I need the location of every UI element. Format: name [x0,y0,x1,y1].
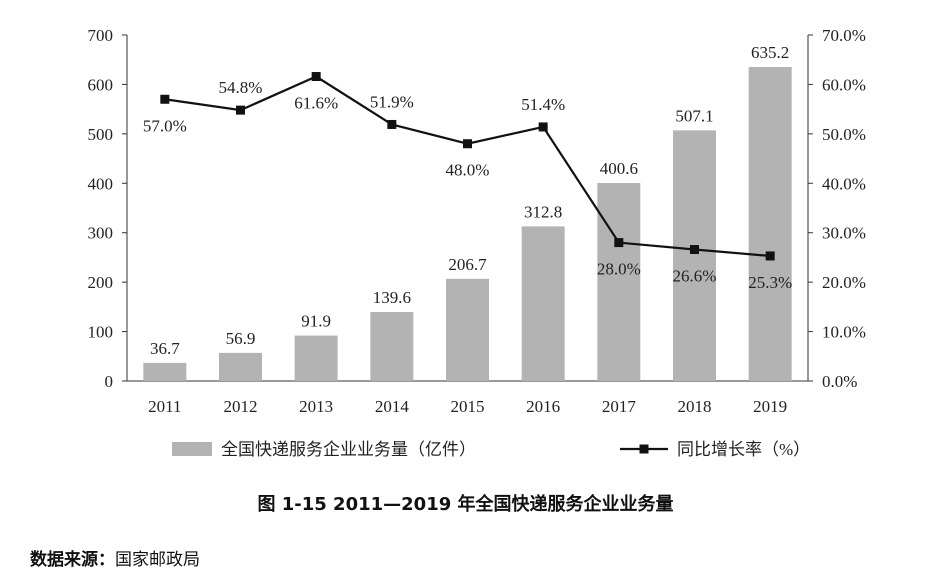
bar-2016 [521,226,565,381]
growth-rate-marker-2013 [311,72,321,82]
chart: 0 100 200 300 400 500 600 700 0.0% 10.0% 20.0% 30.0… [88,26,866,459]
left-axis-tick-label: 600 [88,75,114,94]
growth-rate-label: 57.0% [143,116,187,135]
bar-2019 [748,67,792,381]
figure-caption: 图 1-15 2011—2019 年全国快递服务企业业务量 [257,494,674,515]
bar-value-label: 36.7 [150,339,180,358]
growth-rate-label: 28.0% [597,260,641,279]
growth-rate-label: 48.0% [446,161,490,180]
right-axis-tick-label: 40.0% [822,174,866,193]
growth-rate-label: 51.9% [370,92,414,111]
x-axis-tick-label: 2012 [224,397,258,416]
growth-rate-label: 25.3% [748,273,792,292]
growth-rate-marker-2014 [387,119,397,129]
left-axis-tick-label: 0 [105,372,114,391]
bar-value-label: 635.2 [751,43,789,62]
bar-value-label: 507.1 [675,106,713,125]
data-source-label: 数据来源： [30,550,115,570]
data-source: 数据来源：国家邮政局 [30,545,200,570]
right-axis-tick-label: 0.0% [822,372,857,391]
legend-bar-swatch [172,442,212,456]
growth-rate-label: 61.6% [294,94,338,113]
growth-rate-label: 26.6% [673,267,717,286]
x-axis-tick-label: 2014 [375,397,410,416]
left-axis-tick-label: 200 [88,273,114,292]
bar-2018 [673,130,716,381]
chart-svg: 0 100 200 300 400 500 600 700 0.0% 10.0% 20.0% 30.0… [88,26,866,459]
x-axis-tick-label: 2013 [299,397,333,416]
left-axis-tick-label: 700 [88,26,114,45]
x-axis-tick-label: 2015 [451,397,485,416]
x-axis-tick-label: 2016 [526,397,560,416]
growth-rate-marker-2012 [236,105,245,115]
left-axis-tick-label: 400 [88,174,114,193]
bar-2013 [294,335,338,381]
right-axis-tick-label: 10.0% [822,323,866,342]
growth-rate-marker-2016 [538,122,548,132]
growth-rate-marker-2015 [463,139,472,149]
data-source-value: 国家邮政局 [115,550,200,570]
x-axis-tick-label: 2019 [753,397,787,416]
right-axis-tick-label: 30.0% [822,224,866,243]
bar-value-label: 206.7 [448,255,487,274]
left-axis-tick-label: 100 [88,323,114,342]
legend-line-marker [639,444,649,454]
legend-line-label: 同比增长率（%） [677,440,810,459]
growth-rate-marker-2018 [690,245,699,255]
bar-value-label: 91.9 [301,312,331,331]
x-axis-tick-label: 2018 [678,397,712,416]
left-axis-tick-label: 300 [88,224,114,243]
bar-2011 [143,362,187,381]
x-axis-tick-label: 2011 [148,397,181,416]
x-axis-tick-label: 2017 [602,397,637,416]
growth-rate-marker-2019 [765,251,775,261]
bar-value-label: 56.9 [226,329,256,348]
right-axis-tick-label: 60.0% [822,75,866,94]
growth-rate-marker-2011 [160,94,170,104]
growth-rate-marker-2017 [614,238,624,248]
right-axis-tick-label: 50.0% [822,125,866,144]
growth-rate-label: 54.8% [219,78,263,97]
bar-2017 [597,182,641,381]
right-axis-tick-label: 70.0% [822,26,866,45]
bar-value-label: 400.6 [600,159,638,178]
legend-bar-label: 全国快递服务企业业务量（亿件） [221,440,476,459]
left-axis-tick-label: 500 [88,125,114,144]
bar-value-label: 139.6 [373,288,411,307]
right-axis-tick-label: 20.0% [822,273,866,292]
bar-value-label: 312.8 [524,202,562,221]
bar-2014 [370,311,414,381]
growth-rate-label: 51.4% [521,95,565,114]
bar-2012 [219,352,262,381]
bar-2015 [446,278,489,381]
